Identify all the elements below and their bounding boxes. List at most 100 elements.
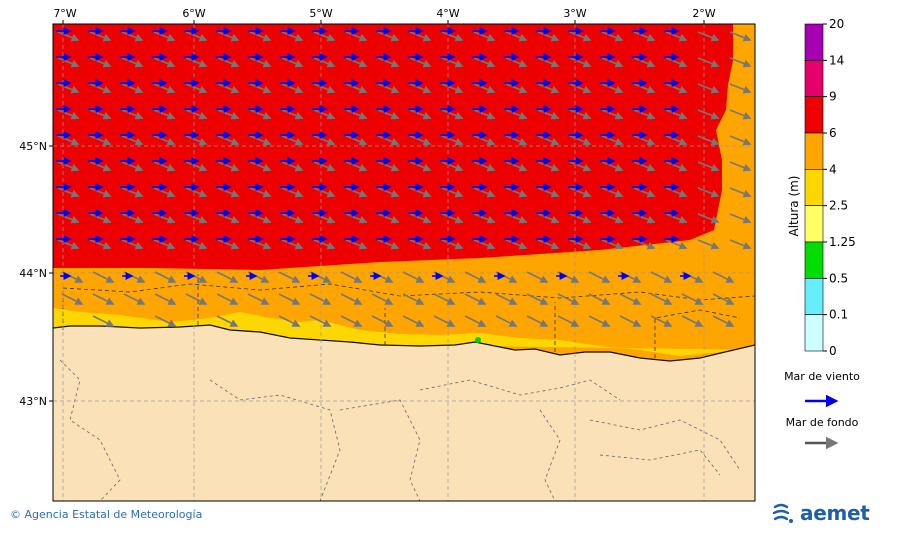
swell-arrow bbox=[121, 213, 144, 224]
swell-arrow bbox=[464, 315, 487, 327]
swell-arrow bbox=[409, 187, 432, 198]
swell-arrow bbox=[185, 213, 208, 224]
swell-arrow bbox=[92, 315, 115, 327]
colorbar-segment bbox=[804, 60, 824, 97]
colorbar-segment bbox=[804, 314, 824, 352]
colorbar-segment bbox=[804, 241, 824, 279]
swell-arrow bbox=[665, 213, 688, 224]
swell-arrow bbox=[650, 271, 673, 283]
swell-arrow bbox=[313, 213, 336, 224]
swell-arrow bbox=[313, 239, 336, 250]
swell-arrow bbox=[121, 187, 144, 198]
swell-arrow bbox=[217, 187, 240, 198]
swell-arrow bbox=[697, 161, 720, 172]
swell-arrow bbox=[121, 239, 144, 250]
swell-arrow bbox=[569, 213, 592, 224]
swell-arrow bbox=[633, 239, 656, 250]
swell-arrow bbox=[249, 109, 272, 120]
land-area bbox=[53, 325, 755, 501]
swell-arrow bbox=[729, 161, 752, 172]
colorbar-title: Altura (m) bbox=[787, 175, 801, 236]
swell-arrow bbox=[601, 31, 624, 42]
logo-text: aemet bbox=[800, 501, 870, 525]
swell-arrow bbox=[441, 187, 464, 198]
swell-arrow bbox=[281, 135, 304, 146]
height-colorbar: 20 14 9 6 4 2.5 1.25 0.5 0.1 0 bbox=[804, 17, 856, 358]
swell-arrow bbox=[557, 315, 580, 327]
colorbar-tick-label: 0.1 bbox=[829, 308, 848, 322]
swell-arrow bbox=[409, 213, 432, 224]
swell-arrow bbox=[569, 31, 592, 42]
swell-arrow bbox=[601, 213, 624, 224]
swell-arrow bbox=[729, 109, 752, 120]
swell-arrow bbox=[505, 187, 528, 198]
swell-arrow bbox=[537, 213, 560, 224]
swell-arrow bbox=[402, 315, 425, 327]
swell-arrow bbox=[371, 293, 394, 305]
swell-arrow bbox=[249, 213, 272, 224]
swell-arrow bbox=[601, 239, 624, 250]
swell-arrow bbox=[402, 271, 425, 283]
swell-arrow bbox=[345, 83, 368, 94]
swell-arrow bbox=[409, 135, 432, 146]
swell-arrow bbox=[569, 57, 592, 68]
swell-arrow bbox=[526, 293, 549, 305]
swell-arrow bbox=[345, 161, 368, 172]
swell-arrow bbox=[441, 109, 464, 120]
swell-arrow bbox=[217, 57, 240, 68]
swell-arrow bbox=[601, 187, 624, 198]
colorbar-tick-label: 2.5 bbox=[829, 199, 848, 213]
swell-arrow bbox=[473, 109, 496, 120]
swell-arrow bbox=[281, 83, 304, 94]
swell-arrow bbox=[729, 213, 752, 224]
swell-arrow bbox=[473, 213, 496, 224]
swell-arrow bbox=[441, 161, 464, 172]
swell-arrow bbox=[729, 31, 752, 42]
swell-arrow bbox=[185, 109, 208, 120]
swell-arrow bbox=[377, 57, 400, 68]
lat-label-44n: 44°N bbox=[19, 267, 47, 280]
swell-arrow bbox=[89, 83, 112, 94]
swell-arrow bbox=[185, 187, 208, 198]
swell-arrow bbox=[601, 83, 624, 94]
swell-arrow bbox=[441, 135, 464, 146]
lon-label-6w: 6°W bbox=[182, 7, 205, 20]
swell-arrow bbox=[281, 161, 304, 172]
swell-arrow bbox=[92, 271, 115, 283]
colorbar-segment bbox=[804, 169, 824, 206]
swell-arrow bbox=[57, 83, 80, 94]
swell-arrow bbox=[345, 31, 368, 42]
zone-boundaries bbox=[62, 274, 755, 358]
swell-arrow bbox=[247, 293, 270, 305]
swell-arrow bbox=[409, 31, 432, 42]
sea-2-5-4-zone bbox=[53, 308, 755, 356]
coastline bbox=[53, 324, 755, 362]
swell-arrow bbox=[681, 315, 704, 327]
swell-arrow bbox=[57, 161, 80, 172]
swell-arrow bbox=[601, 161, 624, 172]
lon-label-2w: 2°W bbox=[692, 7, 715, 20]
swell-arrow bbox=[505, 57, 528, 68]
swell-arrow bbox=[697, 109, 720, 120]
swell-arrow bbox=[409, 57, 432, 68]
swell-arrow bbox=[185, 161, 208, 172]
swell-arrow bbox=[633, 187, 656, 198]
swell-arrow bbox=[441, 213, 464, 224]
swell-arrow bbox=[537, 83, 560, 94]
swell-arrow bbox=[377, 135, 400, 146]
swell-arrow bbox=[278, 293, 301, 305]
swell-arrow bbox=[712, 271, 735, 283]
swell-arrow bbox=[345, 187, 368, 198]
swell-arrow bbox=[153, 239, 176, 250]
swell-arrow bbox=[665, 31, 688, 42]
swell-arrow bbox=[281, 213, 304, 224]
swell-arrow bbox=[569, 187, 592, 198]
swell-arrow bbox=[281, 239, 304, 250]
colorbar-tick-label: 14 bbox=[829, 53, 844, 67]
swell-arrow bbox=[537, 57, 560, 68]
swell-arrow bbox=[665, 161, 688, 172]
swell-arrow bbox=[57, 57, 80, 68]
swell-arrow bbox=[216, 271, 239, 283]
swell-arrow bbox=[121, 31, 144, 42]
